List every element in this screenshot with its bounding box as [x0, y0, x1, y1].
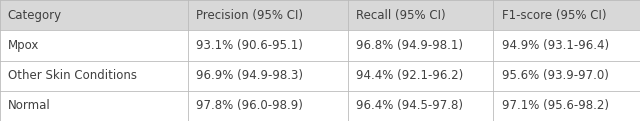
Text: 96.8% (94.9-98.1): 96.8% (94.9-98.1) [356, 39, 463, 52]
Text: 94.9% (93.1-96.4): 94.9% (93.1-96.4) [502, 39, 609, 52]
Text: Other Skin Conditions: Other Skin Conditions [8, 69, 137, 82]
Text: 97.8% (96.0-98.9): 97.8% (96.0-98.9) [196, 99, 303, 112]
Text: 93.1% (90.6-95.1): 93.1% (90.6-95.1) [196, 39, 303, 52]
Text: Precision (95% CI): Precision (95% CI) [196, 9, 303, 22]
Text: 95.6% (93.9-97.0): 95.6% (93.9-97.0) [502, 69, 609, 82]
Bar [0, 60, 640, 91]
Text: Recall (95% CI): Recall (95% CI) [356, 9, 446, 22]
Bar [0, 91, 640, 121]
Bar [0, 0, 640, 30]
Text: F1-score (95% CI): F1-score (95% CI) [502, 9, 606, 22]
Text: 96.9% (94.9-98.3): 96.9% (94.9-98.3) [196, 69, 303, 82]
Bar [0, 30, 640, 60]
Text: 94.4% (92.1-96.2): 94.4% (92.1-96.2) [356, 69, 464, 82]
Text: Category: Category [8, 9, 62, 22]
Text: 97.1% (95.6-98.2): 97.1% (95.6-98.2) [502, 99, 609, 112]
Text: Mpox: Mpox [8, 39, 39, 52]
Text: 96.4% (94.5-97.8): 96.4% (94.5-97.8) [356, 99, 463, 112]
Text: Normal: Normal [8, 99, 51, 112]
